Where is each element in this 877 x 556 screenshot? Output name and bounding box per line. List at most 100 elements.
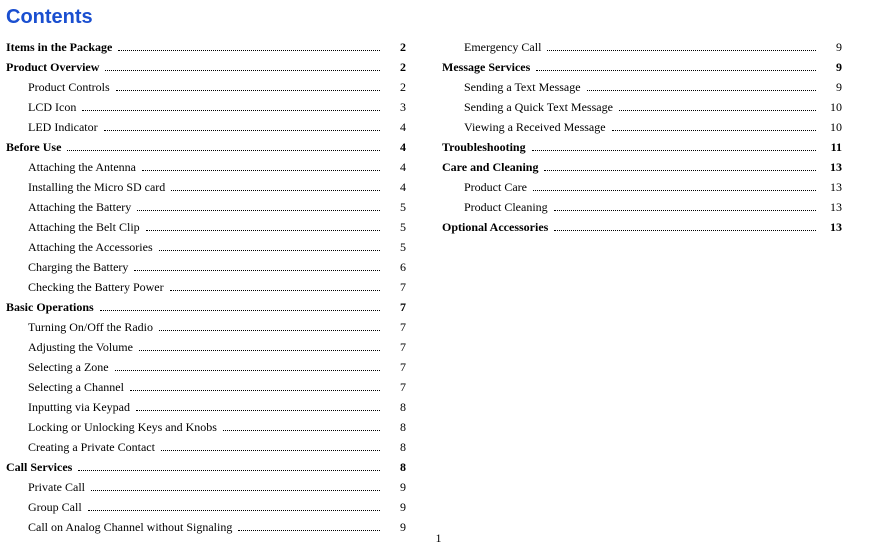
- toc-label: Creating a Private Contact: [6, 441, 155, 453]
- toc-label: Product Cleaning: [442, 201, 548, 213]
- toc-page: 4: [386, 141, 406, 153]
- toc-row: Group Call 9: [6, 501, 406, 513]
- toc-leader: [82, 110, 380, 111]
- toc-leader: [547, 50, 816, 51]
- toc-leader: [137, 210, 380, 211]
- toc-page: 11: [822, 141, 842, 153]
- toc-row: Before Use 4: [6, 141, 406, 153]
- toc-leader: [532, 150, 816, 151]
- toc-label: Group Call: [6, 501, 82, 513]
- toc-label: Adjusting the Volume: [6, 341, 133, 353]
- toc-label: Before Use: [6, 141, 61, 153]
- toc-page: 13: [822, 181, 842, 193]
- toc-column-right: Emergency Call9Message Services9Sending …: [442, 41, 842, 541]
- toc-label: Product Care: [442, 181, 527, 193]
- toc-page: 9: [822, 61, 842, 73]
- toc-page: 10: [822, 101, 842, 113]
- toc-columns: Items in the Package2Product Overview2Pr…: [6, 41, 855, 541]
- toc-row: Call Services8: [6, 461, 406, 473]
- toc-page: 4: [386, 181, 406, 193]
- toc-page: 13: [822, 161, 842, 173]
- contents-title: Contents: [6, 6, 855, 29]
- toc-row: Troubleshooting 11: [442, 141, 842, 153]
- toc-page: 7: [386, 301, 406, 313]
- toc-row: Optional Accessories13: [442, 221, 842, 233]
- toc-page: 2: [386, 41, 406, 53]
- toc-leader: [223, 430, 380, 431]
- toc-page: 4: [386, 121, 406, 133]
- toc-label: Private Call: [6, 481, 85, 493]
- toc-leader: [105, 70, 380, 71]
- toc-leader: [91, 490, 380, 491]
- toc-page: 9: [386, 501, 406, 513]
- toc-leader: [118, 50, 380, 51]
- toc-page: 4: [386, 161, 406, 173]
- toc-label: Call Services: [6, 461, 72, 473]
- toc-page: 2: [386, 61, 406, 73]
- toc-row: Charging the Battery 6: [6, 261, 406, 273]
- toc-row: Viewing a Received Message10: [442, 121, 842, 133]
- toc-label: Care and Cleaning: [442, 161, 538, 173]
- toc-row: LED Indicator4: [6, 121, 406, 133]
- toc-label: Attaching the Accessories: [6, 241, 153, 253]
- toc-leader: [544, 170, 816, 171]
- toc-row: Creating a Private Contact 8: [6, 441, 406, 453]
- toc-label: Installing the Micro SD card: [6, 181, 165, 193]
- toc-leader: [612, 130, 816, 131]
- toc-leader: [115, 370, 380, 371]
- toc-leader: [130, 390, 380, 391]
- toc-leader: [136, 410, 380, 411]
- toc-page: 2: [386, 81, 406, 93]
- toc-row: Basic Operations 7: [6, 301, 406, 313]
- toc-leader: [161, 450, 380, 451]
- toc-leader: [171, 190, 380, 191]
- toc-leader: [554, 230, 816, 231]
- toc-page: 9: [822, 41, 842, 53]
- toc-label: Troubleshooting: [442, 141, 526, 153]
- toc-page: 13: [822, 201, 842, 213]
- toc-page: 6: [386, 261, 406, 273]
- toc-row: LCD Icon 3: [6, 101, 406, 113]
- toc-label: Checking the Battery Power: [6, 281, 164, 293]
- toc-row: Product Overview 2: [6, 61, 406, 73]
- toc-row: Private Call9: [6, 481, 406, 493]
- toc-label: Selecting a Zone: [6, 361, 109, 373]
- toc-page: 7: [386, 361, 406, 373]
- toc-row: Adjusting the Volume7: [6, 341, 406, 353]
- toc-row: Product Care 13: [442, 181, 842, 193]
- toc-label: Turning On/Off the Radio: [6, 321, 153, 333]
- toc-row: Emergency Call9: [442, 41, 842, 53]
- toc-leader: [104, 130, 380, 131]
- toc-leader: [146, 230, 380, 231]
- toc-leader: [88, 510, 380, 511]
- toc-label: Attaching the Belt Clip: [6, 221, 140, 233]
- toc-row: Attaching the Antenna 4: [6, 161, 406, 173]
- toc-label: Attaching the Battery: [6, 201, 131, 213]
- toc-leader: [554, 210, 816, 211]
- toc-leader: [100, 310, 380, 311]
- toc-row: Care and Cleaning 13: [442, 161, 842, 173]
- toc-label: Attaching the Antenna: [6, 161, 136, 173]
- toc-page: 9: [822, 81, 842, 93]
- page: Contents Items in the Package2 Product Ov…: [0, 0, 877, 556]
- toc-label: Basic Operations: [6, 301, 94, 313]
- toc-page: 8: [386, 441, 406, 453]
- toc-page: 7: [386, 281, 406, 293]
- toc-label: Product Overview: [6, 61, 99, 73]
- toc-label: Selecting a Channel: [6, 381, 124, 393]
- toc-label: Inputting via Keypad: [6, 401, 130, 413]
- toc-label: Locking or Unlocking Keys and Knobs: [6, 421, 217, 433]
- toc-row: Message Services 9: [442, 61, 842, 73]
- toc-leader: [619, 110, 816, 111]
- toc-page: 3: [386, 101, 406, 113]
- toc-row: Product Controls2: [6, 81, 406, 93]
- toc-row: Items in the Package2: [6, 41, 406, 53]
- toc-leader: [536, 70, 816, 71]
- toc-label: Message Services: [442, 61, 530, 73]
- toc-leader: [139, 350, 380, 351]
- toc-label: Charging the Battery: [6, 261, 128, 273]
- toc-page: 5: [386, 201, 406, 213]
- toc-leader: [116, 90, 380, 91]
- toc-page: 13: [822, 221, 842, 233]
- toc-label: LCD Icon: [6, 101, 76, 113]
